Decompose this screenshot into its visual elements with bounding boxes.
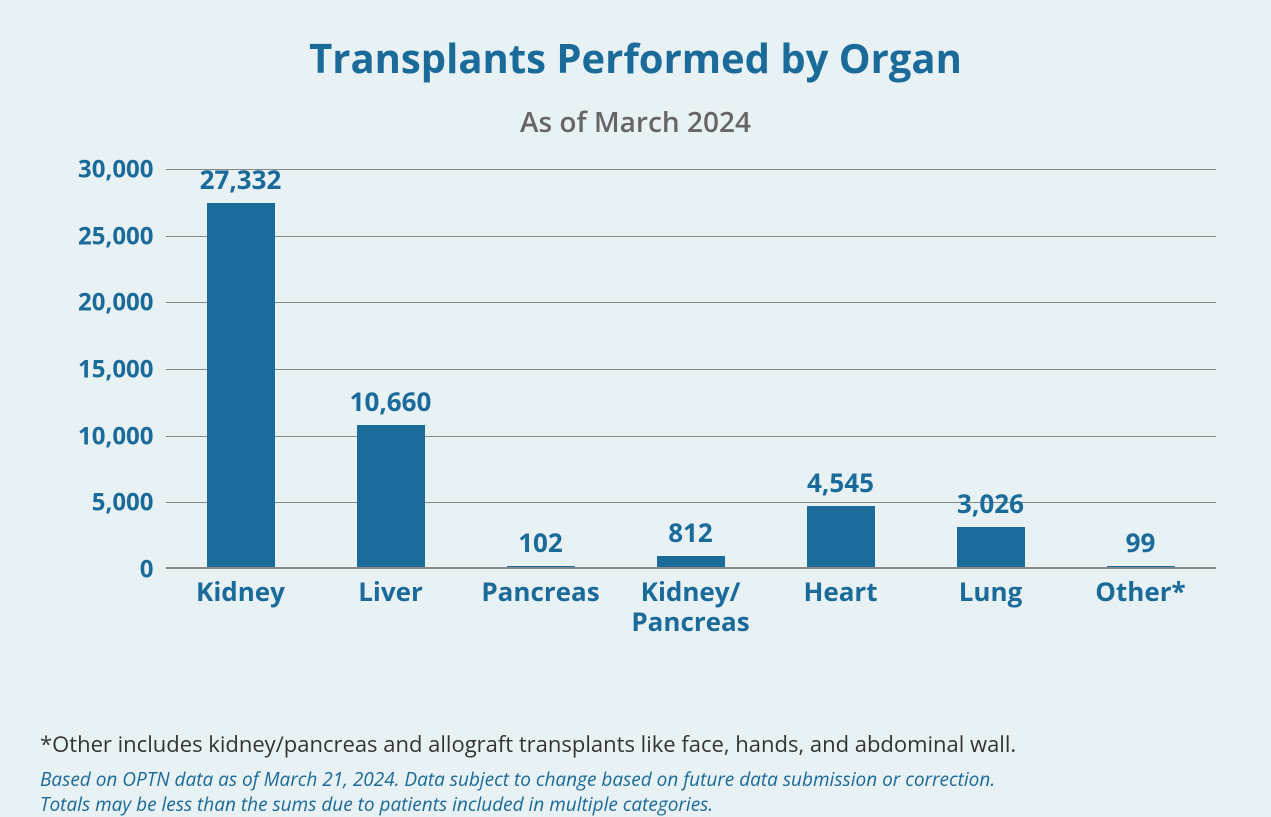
bar-value-label: 27,332	[200, 161, 282, 197]
x-category-label: Kidney/Pancreas	[606, 567, 776, 637]
bar-slot: 102Pancreas	[466, 169, 616, 567]
x-category-label: Lung	[906, 567, 1076, 607]
y-axis: 05,00010,00015,00020,00025,00030,000	[56, 169, 166, 569]
bar-slot: 3,026Lung	[916, 169, 1066, 567]
chart-area: 05,00010,00015,00020,00025,00030,000 27,…	[56, 169, 1216, 629]
y-tick-label: 25,000	[78, 219, 153, 252]
bar	[357, 425, 425, 567]
y-tick-label: 0	[140, 553, 154, 586]
bar	[207, 203, 275, 567]
bar	[807, 506, 875, 567]
source-line-1: Based on OPTN data as of March 21, 2024.…	[40, 767, 1231, 792]
y-tick-label: 10,000	[78, 419, 153, 452]
y-tick-label: 5,000	[92, 486, 154, 519]
bar	[657, 556, 725, 567]
bar-value-label: 812	[668, 514, 713, 550]
source-note: Based on OPTN data as of March 21, 2024.…	[40, 767, 1231, 816]
x-category-label: Kidney	[156, 567, 326, 607]
bar-slot: 27,332Kidney	[166, 169, 316, 567]
x-category-label: Liver	[306, 567, 476, 607]
bar-value-label: 102	[518, 524, 563, 560]
x-category-label: Pancreas	[456, 567, 626, 607]
bar	[957, 527, 1025, 567]
bars-container: 27,332Kidney10,660Liver102Pancreas812Kid…	[166, 169, 1216, 567]
plot-area: 27,332Kidney10,660Liver102Pancreas812Kid…	[166, 169, 1216, 569]
y-tick-label: 15,000	[78, 353, 153, 386]
bar-slot: 812Kidney/Pancreas	[616, 169, 766, 567]
bar-slot: 4,545Heart	[766, 169, 916, 567]
bar-slot: 99Other*	[1066, 169, 1216, 567]
chart-subtitle: As of March 2024	[40, 103, 1231, 141]
y-tick-label: 30,000	[78, 153, 153, 186]
y-tick-label: 20,000	[78, 286, 153, 319]
bar-value-label: 99	[1126, 524, 1156, 560]
bar-value-label: 10,660	[350, 383, 432, 419]
bar-value-label: 4,545	[807, 464, 874, 500]
bar-slot: 10,660Liver	[316, 169, 466, 567]
chart-title: Transplants Performed by Organ	[40, 30, 1231, 85]
source-line-2: Totals may be less than the sums due to …	[40, 792, 1231, 817]
x-category-label: Other*	[1056, 567, 1226, 607]
footnote: *Other includes kidney/pancreas and allo…	[40, 729, 1231, 759]
x-category-label: Heart	[756, 567, 926, 607]
bar-value-label: 3,026	[957, 485, 1024, 521]
